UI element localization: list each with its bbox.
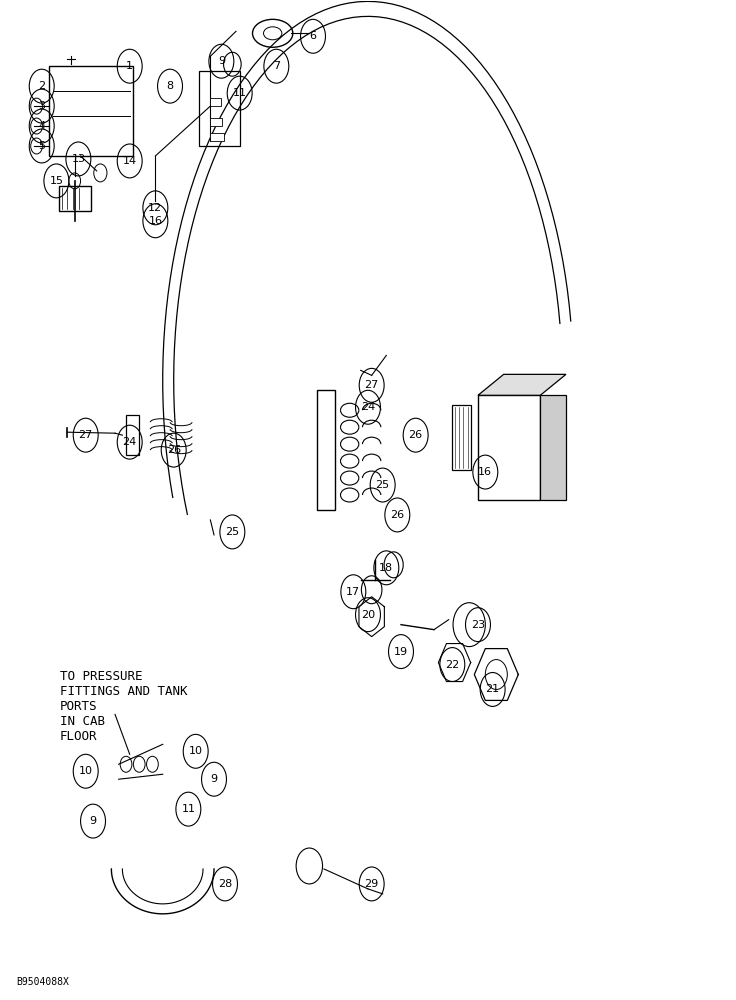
FancyBboxPatch shape — [210, 98, 221, 106]
Text: 19: 19 — [394, 647, 408, 657]
Text: 10: 10 — [188, 746, 202, 756]
Text: 11: 11 — [181, 804, 195, 814]
Text: 25: 25 — [225, 527, 239, 537]
Text: 26: 26 — [166, 445, 181, 455]
FancyBboxPatch shape — [210, 118, 222, 126]
Text: 11: 11 — [233, 88, 247, 98]
Text: 6: 6 — [310, 31, 316, 41]
Text: B9504088X: B9504088X — [16, 977, 69, 987]
Text: 20: 20 — [361, 610, 375, 620]
Polygon shape — [540, 395, 566, 500]
Text: 9: 9 — [210, 774, 218, 784]
FancyBboxPatch shape — [59, 186, 91, 211]
Text: 8: 8 — [166, 81, 174, 91]
FancyBboxPatch shape — [199, 71, 240, 146]
Text: 16: 16 — [149, 216, 163, 226]
Text: 13: 13 — [71, 154, 85, 164]
Text: 2: 2 — [38, 81, 46, 91]
Text: 26: 26 — [408, 430, 422, 440]
Text: 26: 26 — [390, 510, 404, 520]
FancyBboxPatch shape — [49, 66, 133, 156]
Text: 12: 12 — [148, 203, 163, 213]
Text: 14: 14 — [123, 156, 137, 166]
Text: 27: 27 — [79, 430, 93, 440]
Text: 18: 18 — [379, 563, 394, 573]
Text: TO PRESSURE
FITTINGS AND TANK
PORTS
IN CAB
FLOOR: TO PRESSURE FITTINGS AND TANK PORTS IN C… — [60, 670, 188, 743]
FancyBboxPatch shape — [453, 405, 470, 470]
Text: 16: 16 — [478, 467, 492, 477]
FancyBboxPatch shape — [210, 133, 224, 141]
Text: 15: 15 — [49, 176, 63, 186]
Text: 1: 1 — [126, 61, 133, 71]
Text: 9: 9 — [90, 816, 96, 826]
Text: 24: 24 — [123, 437, 137, 447]
FancyBboxPatch shape — [478, 395, 540, 500]
Text: 4: 4 — [38, 121, 46, 131]
Polygon shape — [478, 374, 566, 395]
Text: 5: 5 — [38, 141, 45, 151]
Text: 27: 27 — [364, 380, 379, 390]
Text: 3: 3 — [38, 101, 45, 111]
Text: 21: 21 — [486, 684, 500, 694]
Text: 29: 29 — [364, 879, 379, 889]
FancyBboxPatch shape — [316, 390, 335, 510]
Text: 7: 7 — [273, 61, 280, 71]
Text: 17: 17 — [346, 587, 361, 597]
Text: 22: 22 — [445, 660, 459, 670]
Text: 9: 9 — [218, 56, 225, 66]
Text: 10: 10 — [79, 766, 93, 776]
Text: 25: 25 — [375, 480, 390, 490]
Text: 28: 28 — [218, 879, 232, 889]
Text: 23: 23 — [471, 620, 485, 630]
Text: 24: 24 — [361, 402, 375, 412]
FancyBboxPatch shape — [126, 415, 139, 455]
